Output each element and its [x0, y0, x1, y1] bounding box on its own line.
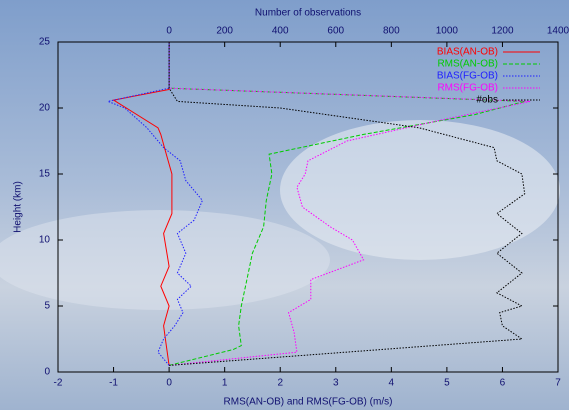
x-tick-label: 6 — [500, 378, 506, 389]
x2-tick-label: 400 — [272, 26, 289, 37]
legend-label: BIAS(AN-OB) — [437, 47, 498, 58]
x-tick-label: 7 — [555, 378, 561, 389]
x-tick-label: 4 — [389, 378, 395, 389]
x-tick-label: 1 — [222, 378, 228, 389]
x2-tick-label: 1000 — [436, 26, 459, 37]
legend-label: #obs — [476, 95, 498, 106]
y-tick-label: 0 — [44, 367, 50, 378]
x2-tick-label: 800 — [383, 26, 400, 37]
x-tick-label: 3 — [333, 378, 339, 389]
x2-tick-label: 0 — [166, 26, 172, 37]
page: RMS(AN-OB) and RMS(FG-OB) (m/s) Number o… — [0, 0, 569, 410]
x-tick-label: 5 — [444, 378, 450, 389]
x2-tick-label: 200 — [216, 26, 233, 37]
chart: RMS(AN-OB) and RMS(FG-OB) (m/s) Number o… — [0, 0, 569, 410]
x-tick-label: -1 — [109, 378, 118, 389]
cloud — [280, 120, 560, 260]
y-tick-label: 25 — [39, 37, 51, 48]
x2-tick-label: 600 — [327, 26, 344, 37]
legend-label: RMS(FG-OB) — [437, 83, 498, 94]
y-tick-label: 20 — [39, 103, 51, 114]
legend-label: RMS(AN-OB) — [437, 59, 498, 70]
y-tick-label: 5 — [44, 301, 50, 312]
x2-tick-label: 1200 — [491, 26, 514, 37]
x-tick-label: -2 — [54, 378, 63, 389]
x2-axis-label: Number of observations — [255, 8, 361, 19]
x-tick-label: 2 — [277, 378, 283, 389]
y-tick-label: 10 — [39, 235, 51, 246]
x-axis-label: RMS(AN-OB) and RMS(FG-OB) (m/s) — [224, 397, 393, 408]
x2-tick-label: 1400 — [547, 26, 569, 37]
legend-label: BIAS(FG-OB) — [437, 71, 498, 82]
y-axis-label: Height (km) — [13, 181, 24, 233]
x-tick-label: 0 — [166, 378, 172, 389]
y-tick-label: 15 — [39, 169, 51, 180]
